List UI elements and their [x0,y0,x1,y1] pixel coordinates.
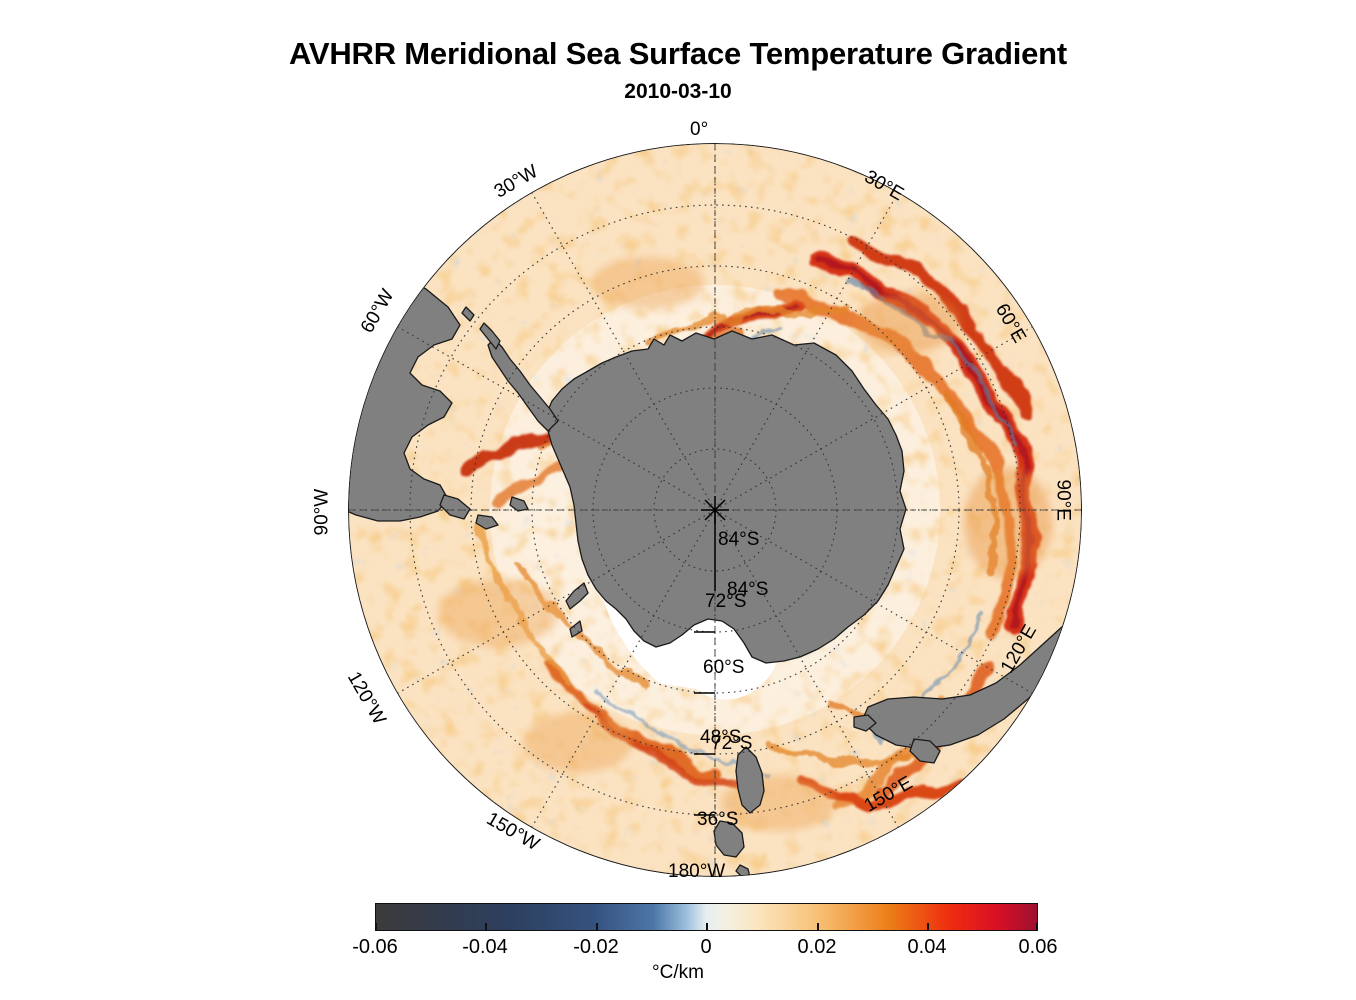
colorbar-tick-1 [485,923,487,931]
colorbar-label-3: 0 [700,936,712,958]
colorbar-label-5: 0.04 [907,936,947,958]
lat-label-60s: 60°S [703,657,745,678]
lat-label-84s: 84°S [718,529,760,550]
map-disc [348,143,1082,877]
antarctica-landmass [461,306,907,664]
coastline-and-graticule-layer [349,144,1081,876]
colorbar-tick-2 [596,923,598,931]
colorbar-label-6: 0.06 [1018,936,1058,958]
lat-label-72S: 72°S [711,733,753,754]
lat-label-84S: 84°S [727,579,769,600]
lon-label-90w: 90°W [311,488,333,536]
colorbar-tick-3 [706,923,708,931]
colorbar-label-1: -0.04 [462,936,508,958]
lat-label-36s: 36°S [697,809,739,830]
colorbar-container [375,903,1038,931]
colorbar-unit-label: °C/km [652,962,704,983]
latitude-ticks [694,631,715,816]
lon-label-0: 0° [690,119,709,140]
page-title: AVHRR Meridional Sea Surface Temperature… [288,36,1068,71]
lon-label-180w: 180°W [668,861,726,882]
colorbar-label-2: -0.02 [573,936,619,958]
colorbar-tick-0 [375,923,377,931]
lon-label-90e: 90°E [1052,479,1074,521]
title-block: AVHRR Meridional Sea Surface Temperature… [0,36,1356,106]
page-subtitle-date: 2010-03-10 [624,80,732,103]
colorbar-tick-6 [1036,923,1038,931]
colorbar-label-4: 0.02 [797,936,837,958]
colorbar-tick-4 [817,923,819,931]
polar-map: 84°S 72°S [348,143,1082,877]
colorbar-tick-5 [927,923,929,931]
lat-label-48s: 48°S [700,727,742,748]
lat-label-72s: 72°S [705,591,747,612]
colorbar-label-0: -0.06 [352,936,398,958]
south-pole-marker [701,496,729,591]
